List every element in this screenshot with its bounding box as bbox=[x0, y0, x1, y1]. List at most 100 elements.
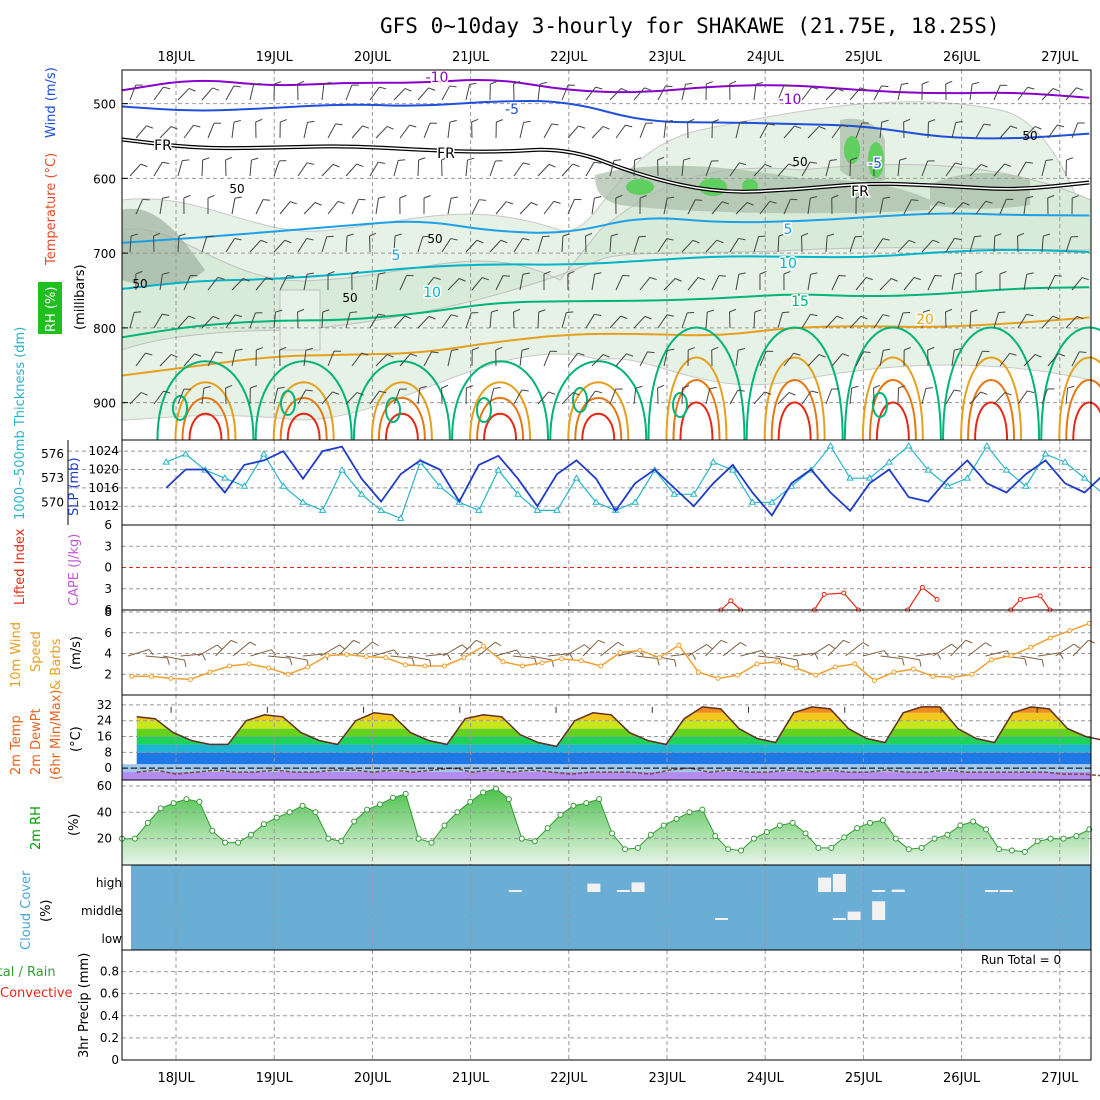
temp-tick-label: 0 bbox=[104, 761, 112, 775]
rh-marker bbox=[389, 794, 396, 801]
low-temp-contour bbox=[960, 356, 1023, 441]
li-tick-label: 3 bbox=[104, 539, 112, 553]
small-contour-loop bbox=[672, 392, 688, 418]
low-temp-contour bbox=[476, 397, 525, 441]
wind-speed-marker bbox=[129, 673, 135, 679]
upper-wind-barb bbox=[417, 236, 424, 253]
upper-wind-barb bbox=[1041, 160, 1047, 177]
wind-barb-feather bbox=[938, 201, 946, 205]
thickness-marker bbox=[982, 442, 991, 449]
rh-marker bbox=[454, 809, 461, 816]
upper-wind-barb bbox=[975, 200, 987, 215]
wind-barb-feather bbox=[479, 199, 487, 201]
thickness-marker bbox=[709, 458, 718, 465]
wind-barb-feather bbox=[1052, 315, 1060, 320]
rh-70-shade bbox=[930, 173, 1030, 209]
upper-wind-barb bbox=[855, 122, 863, 139]
wind-barb-feather bbox=[433, 276, 441, 280]
wind-barb-feather bbox=[954, 348, 962, 351]
cloud-bars bbox=[508, 874, 1013, 920]
upper-wind-barb bbox=[1023, 198, 1027, 215]
upper-wind-barb bbox=[993, 312, 999, 329]
wind-unit-label: (m/s) bbox=[69, 636, 84, 670]
wind-barb-feather bbox=[260, 239, 268, 244]
wind-barb-feather bbox=[814, 653, 819, 660]
upper-wind-barb bbox=[609, 88, 622, 101]
wind-barb-feather bbox=[207, 195, 215, 199]
rh-90-blob bbox=[626, 179, 654, 195]
upper-wind-barb bbox=[231, 122, 235, 139]
pressure-tick-label: 500 bbox=[93, 98, 116, 112]
wind-barb-feather bbox=[569, 653, 574, 661]
rh-marker bbox=[699, 806, 706, 813]
wind-speed-marker bbox=[539, 660, 545, 666]
wind-barb-feather bbox=[170, 354, 178, 358]
upper-wind-barb bbox=[1065, 315, 1078, 329]
rh-marker bbox=[493, 785, 500, 792]
wind-barb-feather bbox=[350, 311, 358, 314]
wind-barb-feather bbox=[779, 658, 783, 666]
pressure-tick-label: 600 bbox=[93, 172, 116, 186]
wind-barb-feather bbox=[1067, 385, 1075, 389]
cloud-bar bbox=[872, 901, 886, 920]
upper-wind-barb bbox=[993, 392, 1006, 405]
rh-marker bbox=[634, 844, 641, 851]
wind-barb-feather bbox=[755, 81, 763, 85]
wind-barb-feather bbox=[188, 315, 196, 320]
bottom-day-label: 21JUL bbox=[452, 1071, 490, 1086]
bottom-day-label: 20JUL bbox=[354, 1071, 392, 1086]
upper-wind-barb bbox=[969, 164, 982, 177]
upper-wind-barb bbox=[735, 202, 748, 215]
10m-wind-barb bbox=[530, 655, 553, 661]
wind-barb-feather bbox=[386, 126, 394, 130]
wind-barb-feather bbox=[203, 385, 211, 389]
wind-barb-feather bbox=[908, 239, 916, 244]
wind-barb-feather bbox=[188, 87, 196, 92]
10m-wind-barb bbox=[337, 640, 354, 657]
rh-marker bbox=[312, 809, 319, 816]
wind-barb-feather bbox=[225, 156, 233, 161]
wind-barb-feather bbox=[398, 159, 406, 162]
upper-wind-barb bbox=[969, 391, 981, 405]
upper-wind-barb bbox=[177, 235, 180, 253]
bottom-day-label: 27JUL bbox=[1041, 1071, 1079, 1086]
wind-axis-label-3: & Barbs bbox=[49, 638, 64, 690]
wind-barb-feather bbox=[428, 315, 436, 320]
wind-barb-feather bbox=[862, 642, 870, 647]
wind-barb-feather bbox=[234, 238, 242, 241]
wind-barb-feather bbox=[738, 348, 746, 351]
upper-wind-barb bbox=[849, 315, 862, 329]
wind-barb-feather bbox=[263, 199, 271, 201]
upper-wind-barb bbox=[129, 312, 135, 329]
wind-barb-feather bbox=[788, 163, 796, 167]
upper-wind-barb bbox=[807, 126, 820, 139]
wind-barb-feather bbox=[233, 85, 241, 88]
wind-barb-feather bbox=[674, 659, 677, 667]
wind-barb-feather bbox=[955, 121, 963, 123]
thickness-marker bbox=[1061, 458, 1069, 465]
10m-wind-barb bbox=[547, 653, 570, 657]
wind-barb-feather bbox=[903, 118, 911, 123]
upper-wind-barb bbox=[375, 198, 379, 215]
wind-barb-feather bbox=[951, 643, 958, 649]
contour-label: -10 bbox=[426, 70, 449, 86]
temp-color-band bbox=[136, 720, 1091, 729]
temp-contour--5 bbox=[121, 99, 1090, 140]
upper-wind-barb bbox=[657, 85, 666, 101]
wind-barb-feather bbox=[827, 233, 835, 237]
upper-wind-barb bbox=[153, 162, 163, 177]
wind-speed-marker bbox=[637, 647, 643, 653]
upper-wind-barb bbox=[519, 122, 525, 139]
contour-label: FR bbox=[851, 184, 869, 200]
wind-barb-feather bbox=[394, 233, 402, 237]
10m-wind-barb bbox=[967, 642, 986, 657]
wind-barb-feather bbox=[523, 120, 531, 123]
wind-barb-feather bbox=[718, 275, 726, 277]
upper-wind-barb bbox=[321, 391, 333, 405]
upper-wind-barb bbox=[879, 198, 884, 215]
wind-barb-feather bbox=[1054, 275, 1062, 277]
upper-wind-barb bbox=[489, 312, 492, 329]
li-tick-label: 6 bbox=[104, 603, 112, 617]
bottom-day-label: 24JUL bbox=[747, 1071, 785, 1086]
wind-barb-feather bbox=[251, 157, 259, 161]
